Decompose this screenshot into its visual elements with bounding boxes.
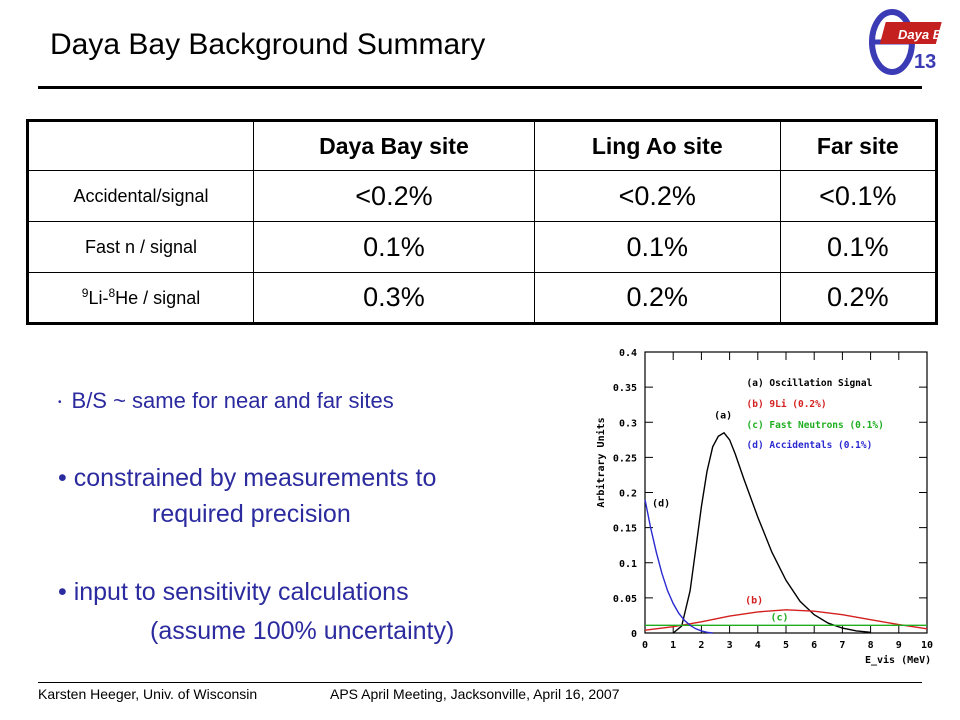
svg-text:Daya Bay: Daya Bay	[898, 27, 954, 42]
curve-annotation: (a)	[714, 411, 732, 422]
y-tick-label: 0.4	[619, 348, 637, 359]
title-divider	[38, 86, 922, 89]
x-tick-label: 3	[727, 640, 733, 651]
curve-annotation: (b)	[745, 595, 763, 606]
x-tick-label: 6	[811, 640, 817, 651]
curve-annotation: (d)	[652, 499, 670, 510]
bullet-item: • input to sensitivity calculations	[58, 578, 409, 606]
y-tick-label: 0.05	[613, 594, 637, 605]
series-line	[644, 499, 713, 634]
svg-text:13: 13	[914, 51, 936, 73]
legend-entry: (b) 9Li (0.2%)	[747, 399, 827, 410]
x-tick-label: 8	[868, 640, 874, 651]
x-tick-label: 10	[921, 640, 933, 651]
header-ling-ao: Ling Ao site	[533, 120, 781, 171]
header-daya-bay: Daya Bay site	[253, 120, 535, 171]
y-tick-label: 0.35	[613, 383, 637, 394]
bullet-item: • constrained by measurements to	[58, 464, 437, 492]
footer-event: APS April Meeting, Jacksonville, April 1…	[330, 686, 620, 702]
x-tick-label: 1	[670, 640, 676, 651]
y-tick-label: 0.25	[613, 453, 637, 464]
cell-value: 0.1%	[253, 221, 535, 273]
bullet-item: • B/S ~ same for near and far sites	[58, 388, 394, 413]
y-tick-label: 0.1	[619, 559, 637, 570]
footer-divider	[38, 682, 922, 683]
cell-value: <0.2%	[253, 170, 535, 222]
x-tick-label: 5	[783, 640, 789, 651]
x-axis-label: E_vis (MeV)	[865, 654, 931, 666]
x-tick-label: 2	[698, 640, 704, 651]
daya-bay-logo: Daya Bay 13	[869, 9, 954, 75]
cell-value: 0.2%	[779, 272, 938, 324]
footer-author: Karsten Heeger, Univ. of Wisconsin	[38, 686, 258, 702]
cell-value: <0.1%	[779, 170, 938, 222]
series-line	[672, 431, 871, 634]
y-tick-label: 0	[631, 629, 637, 640]
cell-value: 0.2%	[533, 272, 781, 324]
curve-annotation: (c)	[770, 612, 788, 623]
header-blank	[27, 120, 254, 171]
bullet-continuation: (assume 100% uncertainty)	[150, 617, 455, 645]
legend-entry: (d) Accidentals (0.1%)	[747, 440, 873, 451]
row-label: Accidental/signal	[27, 170, 254, 222]
row-label: Fast n / signal	[27, 221, 254, 273]
series-line	[644, 609, 928, 631]
legend-entry: (a) Oscillation Signal	[747, 378, 873, 389]
table-row: 9Li-8He / signal 0.3% 0.2% 0.2%	[27, 272, 938, 324]
table-row: Accidental/signal <0.2% <0.2% <0.1%	[27, 170, 938, 222]
bullet-continuation: required precision	[152, 500, 351, 528]
x-tick-label: 7	[839, 640, 845, 651]
background-spectrum-chart: 0 0.05 0.1 0.15 0.2 0.25 0.3 0.35 0.4 0 1 2 3 4 5 6 7 8 9 1…	[595, 348, 933, 666]
legend-entry: (c) Fast Neutrons (0.1%)	[747, 420, 884, 431]
bullet-dot: •	[58, 396, 62, 408]
cell-value: 0.3%	[253, 272, 535, 324]
cell-value: 0.1%	[779, 221, 938, 273]
page-title: Daya Bay Background Summary	[50, 28, 486, 61]
plot-frame	[644, 351, 928, 634]
table-row: Fast n / signal 0.1% 0.1% 0.1%	[27, 221, 938, 273]
x-tick-label: 4	[755, 640, 761, 651]
background-table: Daya Bay site Ling Ao site Far site Acci…	[26, 119, 938, 325]
y-axis-label: Arbitrary Units	[595, 417, 607, 507]
x-tick-label: 0	[642, 640, 648, 651]
y-tick-label: 0.2	[619, 489, 637, 500]
row-label: 9Li-8He / signal	[27, 272, 254, 324]
header-far: Far site	[779, 120, 938, 171]
cell-value: <0.2%	[533, 170, 781, 222]
y-tick-label: 0.15	[613, 524, 637, 535]
cell-value: 0.1%	[533, 221, 781, 273]
y-tick-label: 0.3	[619, 418, 637, 429]
x-tick-label: 9	[896, 640, 902, 651]
